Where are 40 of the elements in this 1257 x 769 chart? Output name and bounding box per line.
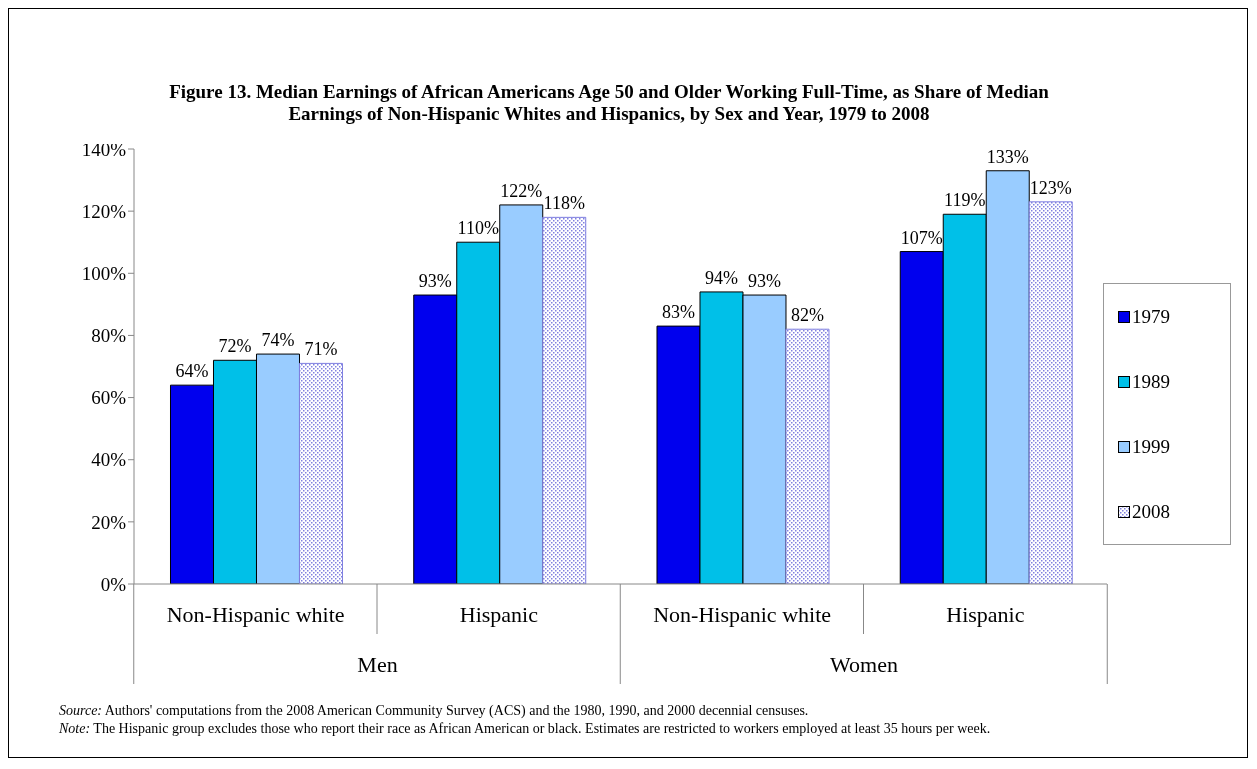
data-label: 110% [457,218,499,239]
text: Women [830,652,898,677]
bar [785,328,830,584]
source-note: Source: Authors' computations from the 2008 American Community Survey (ACS) and the 1980, 1990, and 2000 decennial censuses. [59,702,810,720]
x-tick-label: Hispanic [459,602,539,627]
data-label: 133% [986,146,1029,167]
data-label: 82% [790,305,824,326]
data-label: 94% [704,267,738,288]
data-label: 123% [1029,177,1072,198]
x-tick-label: Non-Hispanic white [166,602,345,627]
legend-label: 1979 [1131,305,1171,328]
data-label: 107% [900,227,943,248]
text: Note: The Hispanic group excludes those who report their race as African American or black. Estimates are restricted to workers employed at least 35 hours per week. [59,720,992,738]
bar [1028,201,1073,584]
data-label: 93% [747,271,781,292]
y-tick-label: 120% [81,200,127,222]
legend-label: 2008 [1131,500,1171,523]
legend-label: 1989 [1131,370,1171,393]
bar [542,216,587,584]
y-tick-label: 80% [91,325,127,347]
y-tick-label: 100% [81,263,127,285]
legend-label: 1999 [1131,435,1171,458]
x-tick-label: Hispanic [946,602,1025,627]
data-label: 64% [175,361,209,382]
data-label: 118% [543,193,585,214]
data-label: 74% [261,330,295,351]
data-label: 72% [218,336,252,357]
y-tick-label: 0% [100,573,127,595]
data-label: 119% [944,190,986,211]
x-tick-label: Non-Hispanic white [653,602,832,627]
data-label: 122% [500,180,543,201]
y-tick-label: 20% [91,511,127,533]
text: Men [357,652,398,677]
chart-title: Figure 13. Median Earnings of African Americans Age 50 and Older Working Full-Time, as Share of Median Earnings of Non-Hispanic Whites and Hispanics, by Sex and Year, 1979 to 2008 [168,81,1050,125]
data-label: 83% [661,302,695,323]
y-tick-label: 60% [91,387,127,409]
bar [298,362,343,584]
y-tick-label: 40% [91,449,127,471]
data-label: 93% [418,271,452,292]
data-label: 71% [304,339,338,360]
